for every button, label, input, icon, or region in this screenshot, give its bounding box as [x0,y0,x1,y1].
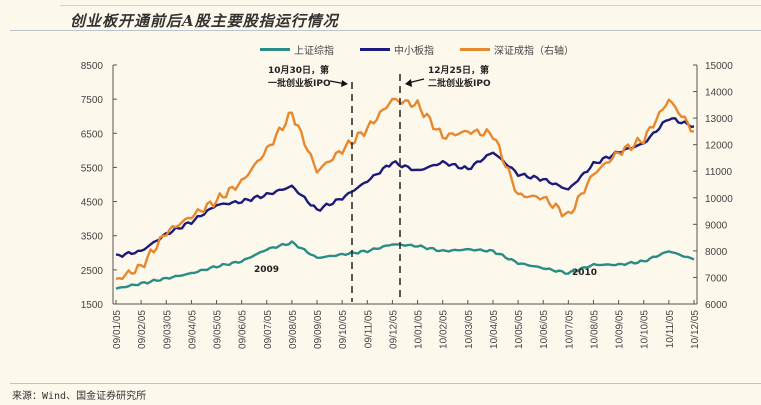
legend-label: 上证综指 [294,46,334,57]
x-tick-label: 10/11/05 [665,310,676,349]
left-tick-label: 6500 [81,129,104,140]
legend-item-shanghai: 上证综指 [260,42,334,57]
x-tick-label: 09/03/05 [162,310,173,349]
annotation-ipo1-line1: 10月30日，第 [268,64,329,76]
series-line-2 [115,97,695,281]
x-tick-label: 10/03/05 [464,310,475,349]
x-tick-label: 10/02/05 [439,310,450,349]
annotation-ipo2-line2: 二批创业板IPO [428,77,491,89]
x-tick-label: 09/11/05 [363,310,374,349]
right-tick-label: 8000 [705,247,728,258]
legend-label: 中小板指 [394,46,434,57]
x-tick-label: 09/06/05 [238,310,249,349]
annotation-2009: 2009 [254,265,279,275]
x-tick-label: 10/08/05 [589,310,600,349]
x-tick-label: 09/09/05 [313,310,324,349]
right-tick-label: 15000 [705,61,733,72]
left-tick-label: 3500 [81,232,104,243]
legend-swatch [260,48,290,51]
x-tick-label: 09/01/05 [112,310,123,349]
annotation-ipo1-line2: 一批创业板IPO [268,77,331,89]
annotation-2010: 2010 [572,268,597,278]
x-tick-label: 10/01/05 [414,310,425,349]
legend-swatch [360,48,390,51]
arrowhead-icon [341,80,348,87]
x-tick-label: 09/04/05 [187,310,198,349]
arrowhead-icon [405,79,412,87]
x-tick-label: 10/04/05 [489,310,500,349]
right-tick-label: 9000 [705,220,728,231]
x-tick-label: 10/09/05 [615,310,626,349]
x-tick-label: 09/02/05 [137,310,148,349]
source-divider [10,383,761,384]
annotations: 10月30日，第 一批创业板IPO 12月25日，第 二批创业板IPO 2009… [254,64,597,302]
x-tick-label: 10/12/05 [690,310,701,349]
right-tick-label: 11000 [705,167,733,178]
x-tick-label: 10/06/05 [539,310,550,349]
right-tick-label: 12000 [705,141,733,152]
x-tick-label: 10/10/05 [640,310,651,349]
legend-swatch [460,48,490,51]
x-tick-label: 09/10/05 [338,310,349,349]
right-tick-label: 13000 [705,114,733,125]
left-tick-label: 4500 [81,198,104,209]
x-tick-label: 09/07/05 [263,310,274,349]
legend-item-shenzhen: 深证成指（右轴） [460,42,574,57]
right-tick-label: 14000 [705,88,733,99]
source-note: 来源：Wind、国金证券研究所 [12,391,147,402]
x-tick-label: 09/12/05 [388,310,399,349]
legend: 上证综指 中小板指 深证成指（右轴） [260,42,574,57]
series-line-1 [115,117,695,258]
right-tick-label: 10000 [705,194,733,205]
left-tick-label: 1500 [81,300,104,311]
left-tick-label: 8500 [81,61,104,72]
right-tick-label: 7000 [705,273,728,284]
title-rule [60,5,761,6]
series-lines [115,97,695,290]
left-tick-label: 7500 [81,95,104,106]
right-tick-label: 6000 [705,300,728,311]
legend-label: 深证成指（右轴） [494,46,574,57]
left-tick-label: 5500 [81,163,104,174]
x-tick-label: 10/07/05 [564,310,575,349]
title-divider [10,30,761,31]
annotation-ipo2-line1: 12月25日，第 [428,64,489,76]
x-tick-label: 09/08/05 [288,310,299,349]
chart-plot: 1500 2500 3500 4500 5500 6500 7500 8500 6000 7000… [81,61,733,349]
legend-item-sme: 中小板指 [360,42,434,57]
x-tick-label: 10/05/05 [514,310,525,349]
axes: 1500 2500 3500 4500 5500 6500 7500 8500 6000 7000… [81,61,733,349]
left-tick-label: 2500 [81,266,104,277]
x-tick-label: 09/05/05 [213,310,224,349]
chart-title: 创业板开通前后A股主要股指运行情况 [70,12,339,30]
series-line-0 [115,240,695,290]
